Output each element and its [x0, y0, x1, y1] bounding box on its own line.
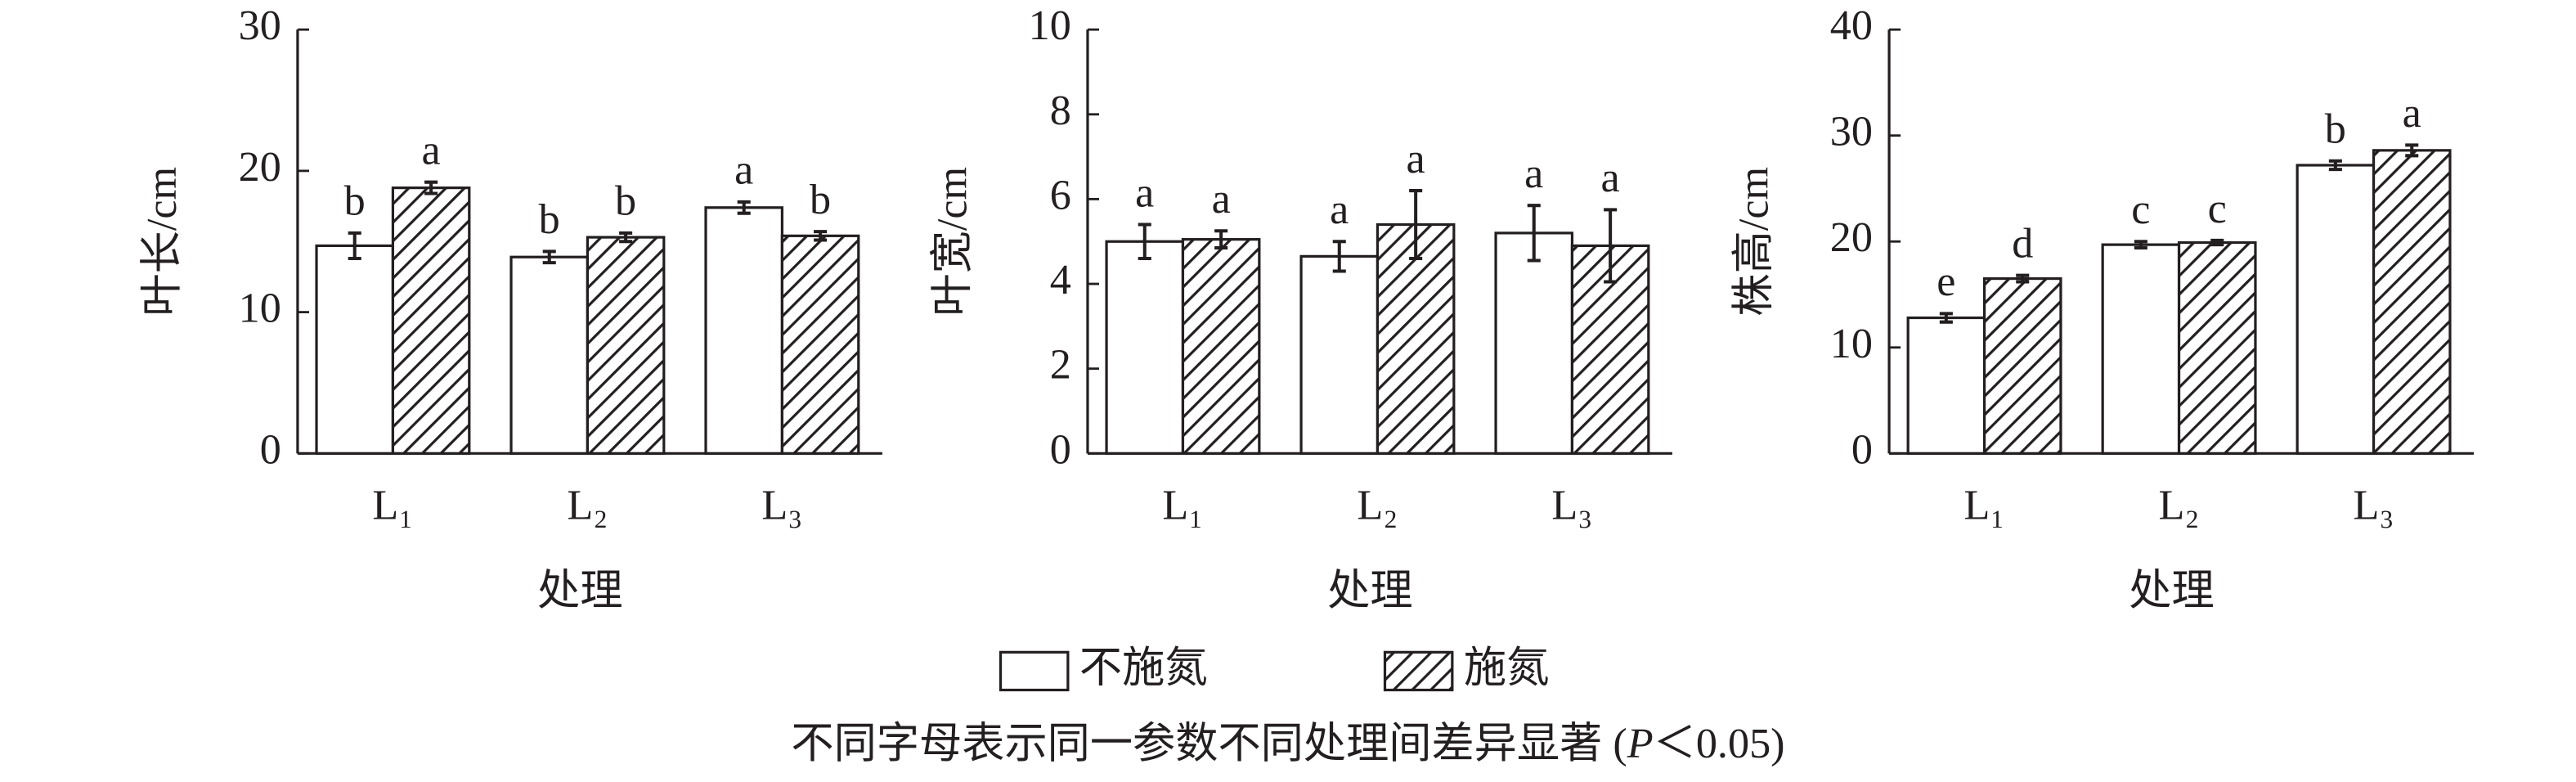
significance-letter: a	[2403, 89, 2421, 137]
error-bar	[1409, 189, 1423, 260]
y-tick-label: 4	[1050, 256, 1071, 303]
y-tick-label: 0	[1050, 425, 1071, 473]
legend-swatch	[1383, 650, 1454, 692]
significance-letter: a	[1407, 135, 1425, 182]
significance-letter: b	[2325, 106, 2346, 153]
error-bar	[1604, 208, 1618, 284]
significance-letter: e	[1936, 258, 1955, 305]
error-bar	[424, 180, 438, 196]
bar	[704, 206, 784, 455]
legend-swatch	[999, 650, 1070, 692]
y-tick-label: 2	[1050, 341, 1071, 389]
bar	[1982, 276, 2062, 455]
x-tick-label: L₁	[1162, 482, 1203, 529]
x-tick-label: L₃	[2354, 482, 2394, 529]
significance-letter: a	[1212, 175, 1231, 222]
y-tick-label: 20	[1830, 213, 1873, 261]
x-tick-label: L₃	[1551, 482, 1592, 529]
x-tick-label: L₂	[2159, 482, 2200, 529]
note-italic: P	[1627, 720, 1654, 767]
bar	[1906, 316, 1986, 455]
error-bar	[1939, 312, 1953, 324]
bar	[2372, 149, 2452, 455]
error-bar	[2328, 159, 2342, 172]
y-tick-label: 0	[1851, 425, 1873, 473]
y-axis-label: 叶宽/cm	[928, 167, 976, 317]
bar	[2101, 243, 2181, 455]
y-axis-label: 株高/cm	[1730, 167, 1777, 317]
bar	[2296, 164, 2376, 455]
significance-letter: a	[1601, 154, 1620, 201]
error-bar	[348, 231, 361, 260]
error-bar	[1214, 229, 1228, 250]
y-tick-label: 10	[1029, 2, 1071, 49]
y-tick-label: 6	[1050, 171, 1071, 218]
x-tick-label: L₂	[567, 482, 608, 529]
significance-letter: b	[810, 176, 831, 223]
error-bar	[2016, 273, 2030, 284]
significance-letter: a	[734, 146, 753, 194]
bar	[1299, 254, 1380, 455]
error-bar	[737, 200, 751, 215]
x-tick-label: L₃	[761, 482, 802, 529]
note-text: 不同字母表示同一参数不同处理间差异显著 (	[791, 720, 1627, 767]
error-bar	[2134, 240, 2147, 250]
significance-letter: b	[539, 196, 560, 243]
y-axis-label: 叶长/cm	[138, 167, 186, 317]
error-bar	[542, 249, 556, 265]
significance-letter: d	[2012, 220, 2033, 267]
error-bar	[2210, 238, 2224, 247]
x-axis-label: 处理	[2129, 567, 2214, 614]
error-bar	[1332, 240, 1346, 273]
significance-letter: a	[1524, 150, 1543, 197]
legend-label: 不施氮	[1079, 644, 1208, 691]
y-tick-label: 10	[1830, 320, 1873, 367]
significance-letter: b	[344, 178, 366, 225]
x-tick-label: L₂	[1357, 482, 1398, 529]
error-bar	[619, 231, 633, 244]
bar	[315, 244, 395, 455]
significance-letter: b	[615, 178, 636, 225]
bar	[2177, 240, 2257, 455]
bar	[586, 236, 666, 455]
bar	[391, 186, 471, 455]
y-tick-label: 30	[1830, 108, 1873, 155]
y-tick-label: 20	[239, 143, 281, 191]
error-bar	[2405, 143, 2419, 158]
y-tick-label: 10	[239, 285, 281, 332]
significance-letter: c	[2208, 185, 2227, 232]
legend-label: 施氮	[1464, 644, 1549, 691]
bar	[1181, 238, 1261, 455]
error-bar	[1527, 204, 1541, 263]
y-tick-label: 30	[239, 2, 281, 49]
error-bar	[814, 230, 828, 242]
significance-letter: c	[2131, 186, 2150, 233]
x-axis-label: 处理	[537, 567, 622, 614]
y-tick-label: 0	[260, 425, 281, 473]
x-axis-label: 处理	[1327, 567, 1412, 614]
bar	[780, 234, 860, 455]
y-tick-label: 40	[1830, 2, 1873, 49]
x-tick-label: L₁	[372, 482, 413, 529]
note-text: ＜0.05)	[1654, 720, 1785, 767]
error-bar	[1138, 222, 1151, 260]
note: 不同字母表示同一参数不同处理间差异显著 (P＜0.05)	[791, 720, 1784, 767]
y-tick-label: 8	[1050, 87, 1071, 134]
x-tick-label: L₁	[1964, 482, 2005, 529]
significance-letter: a	[1135, 169, 1154, 216]
bar	[1494, 231, 1574, 455]
significance-letter: a	[422, 127, 441, 174]
bar	[509, 255, 590, 455]
significance-letter: a	[1330, 186, 1349, 233]
bar	[1105, 240, 1185, 455]
